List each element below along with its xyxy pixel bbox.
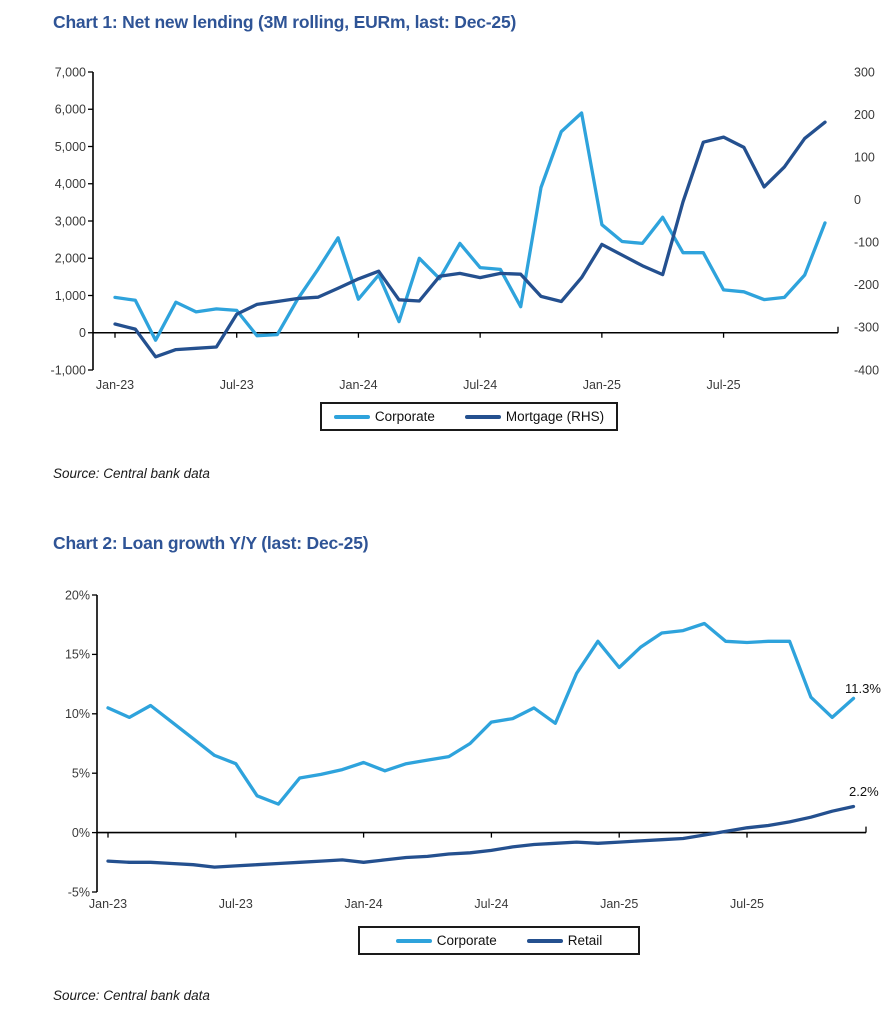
retail-line-swatch — [526, 938, 563, 943]
y-tick-label: 15% — [65, 648, 90, 662]
chart2-legend: Corporate Retail — [358, 926, 640, 955]
right-y-tick-label: 200 — [854, 108, 875, 122]
x-tick-label: Jul-25 — [707, 378, 741, 392]
chart2-title: Chart 2: Loan growth Y/Y (last: Dec-25) — [53, 533, 369, 553]
y-tick-label: 20% — [65, 588, 90, 602]
y-tick-label: 5,000 — [55, 140, 86, 154]
right-y-tick-label: 100 — [854, 150, 875, 164]
chart1-plot: 7,000 6,000 5,000 4,000 3,000 2,000 1,000 0 -1,0… — [51, 65, 880, 392]
legend-item-corporate-2: Corporate — [395, 933, 497, 948]
chart1-title: Chart 1: Net new lending (3M rolling, EU… — [53, 12, 517, 32]
y-tick-label: 0% — [72, 826, 90, 840]
y-tick-label: 4,000 — [55, 177, 86, 191]
y-tick-label: 2,000 — [55, 252, 86, 266]
legend-label-corporate-2: Corporate — [436, 933, 497, 948]
retail-line — [106, 804, 856, 869]
x-tick-label: Jul-23 — [220, 378, 254, 392]
y-tick-label: 6,000 — [55, 103, 86, 117]
chart1-legend: Corporate Mortgage (RHS) — [320, 402, 618, 431]
y-tick-label: -1,000 — [51, 363, 86, 377]
right-y-tick-label: 0 — [854, 193, 861, 207]
x-tick-label: Jul-24 — [463, 378, 497, 392]
legend-item-mortgage: Mortgage (RHS) — [464, 409, 605, 424]
legend-label-corporate: Corporate — [374, 409, 435, 424]
mortgage-line-swatch — [464, 414, 501, 419]
legend-label-retail: Retail — [567, 933, 603, 948]
y-tick-label: 10% — [65, 707, 90, 721]
corporate-line — [106, 621, 856, 806]
x-tick-label: Jan-23 — [89, 897, 127, 911]
y-tick-label: -5% — [68, 885, 90, 899]
retail-end-value-label: 2.2% — [849, 784, 879, 799]
y-tick-label: 1,000 — [55, 289, 86, 303]
x-tick-label: Jan-23 — [96, 378, 134, 392]
chart1-source-note: Source: Central bank data — [53, 466, 210, 481]
legend-item-retail: Retail — [526, 933, 603, 948]
mortgage-rhs--line — [113, 120, 827, 359]
x-tick-label: Jul-23 — [219, 897, 253, 911]
y-tick-label: 5% — [72, 767, 90, 781]
chart2-plot: 20% 15% 10% 5% 0% -5%Jan-23 Jul-23 Jan-24 Jul-24… — [65, 588, 867, 911]
legend-label-mortgage: Mortgage (RHS) — [505, 409, 605, 424]
y-tick-label: 7,000 — [55, 65, 86, 79]
x-tick-label: Jul-24 — [474, 897, 508, 911]
corporate-line-swatch-2 — [395, 938, 432, 943]
x-tick-label: Jul-25 — [730, 897, 764, 911]
x-tick-label: Jan-24 — [344, 897, 382, 911]
right-y-tick-label: -300 — [854, 321, 879, 335]
corporate-end-value-label: 11.3% — [845, 681, 881, 696]
right-y-tick-label: -100 — [854, 236, 879, 250]
x-tick-label: Jan-25 — [583, 378, 621, 392]
x-tick-label: Jan-25 — [600, 897, 638, 911]
legend-item-corporate: Corporate — [333, 409, 435, 424]
chart2-source-note: Source: Central bank data — [53, 988, 210, 1003]
corporate-line — [113, 111, 827, 342]
x-tick-label: Jan-24 — [339, 378, 377, 392]
y-tick-label: 0 — [79, 326, 86, 340]
right-y-tick-label: 300 — [854, 65, 875, 79]
y-tick-label: 3,000 — [55, 214, 86, 228]
right-y-tick-label: -200 — [854, 278, 879, 292]
corporate-line-swatch — [333, 414, 370, 419]
right-y-tick-label: -400 — [854, 363, 879, 377]
